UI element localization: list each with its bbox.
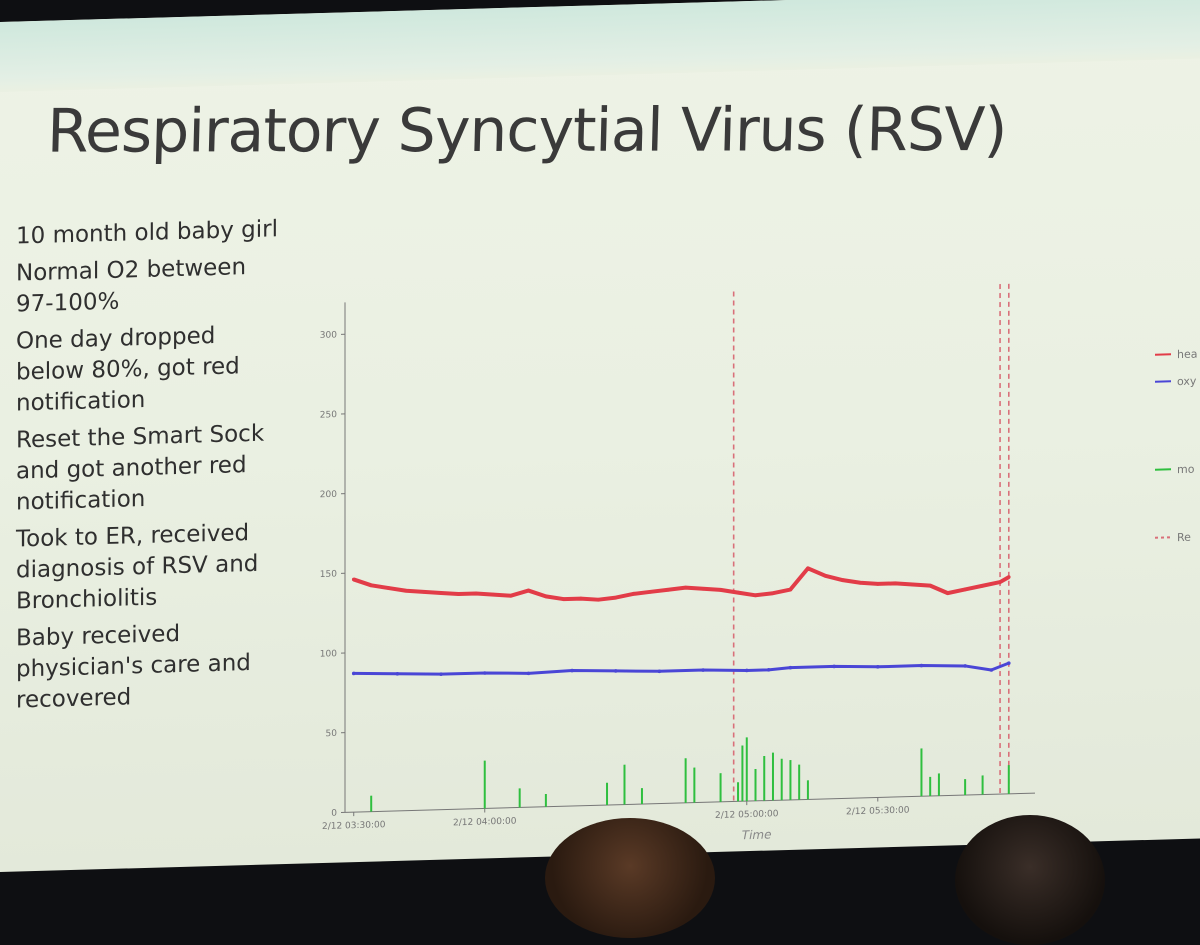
- legend-label: Re: [1177, 531, 1191, 544]
- series-line-oxy: [354, 655, 1009, 688]
- line-chart: 0 50 100 150 200 250 300 2/12 03:30:00 2/12 04:0…: [290, 258, 1200, 872]
- projected-slide: Respiratory Syncytial Virus (RSV) 10 mon…: [0, 0, 1200, 872]
- bullet-item: 10 month old baby girl: [16, 214, 286, 253]
- bullet-item: Normal O2 between 97-100%: [16, 251, 286, 321]
- x-tick-label: 2/12 03:30:00: [322, 820, 386, 832]
- legend-label: oxy: [1177, 375, 1197, 389]
- x-tick-label: 2/12 05:30:00: [846, 806, 910, 818]
- legend-label: hea: [1177, 348, 1197, 362]
- y-tick-label: 50: [326, 729, 338, 739]
- x-tick-label: 2/12 04:00:00: [453, 817, 517, 829]
- x-axis-line: [345, 793, 1035, 812]
- slide-title: Respiratory Syncytial Virus (RSV): [46, 95, 1007, 167]
- legend-label: mo: [1177, 463, 1195, 476]
- audience-head-left: [545, 818, 715, 938]
- data-point-oxy: [1007, 661, 1011, 665]
- chart-container: 0 50 100 150 200 250 300 2/12 03:30:00 2/12 04:0…: [290, 258, 1200, 872]
- bullet-item: Took to ER, received diagnosis of RSV an…: [16, 517, 286, 618]
- y-tick-label: 200: [320, 490, 337, 500]
- y-tick-label: 150: [320, 570, 337, 580]
- y-tick-label: 100: [320, 649, 337, 659]
- bullet-item: Reset the Smart Sock and got another red…: [16, 418, 286, 519]
- audience-head-right: [955, 815, 1105, 945]
- bullet-list: 10 month old baby girl Normal O2 between…: [16, 214, 286, 723]
- x-tick-label: 2/12 05:00:00: [715, 809, 779, 821]
- y-tick-label: 300: [320, 330, 337, 340]
- slide-header-band: [0, 0, 1200, 92]
- y-tick-label: 250: [320, 410, 337, 420]
- series-line-hea: [354, 561, 1009, 610]
- bullet-item: Baby received physician's care and recov…: [16, 616, 286, 717]
- x-axis-label: Time: [742, 827, 772, 842]
- y-tick-label: 0: [331, 809, 337, 819]
- bullet-item: One day dropped below 80%, got red notif…: [16, 319, 286, 420]
